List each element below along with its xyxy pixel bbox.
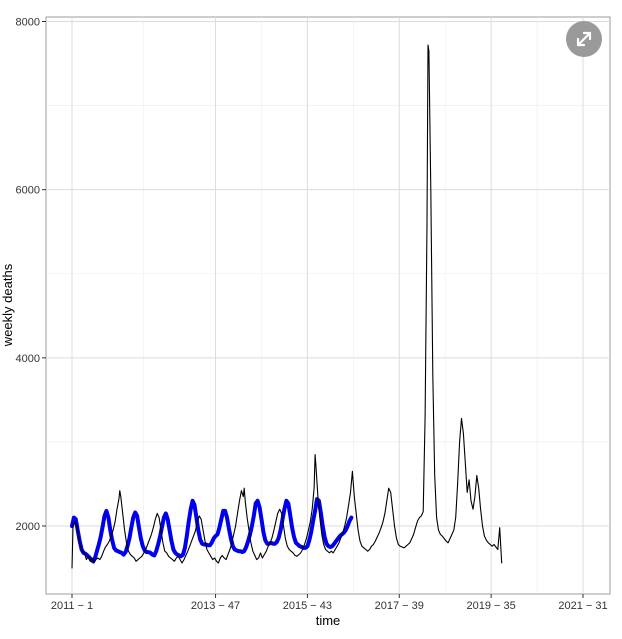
baseline-series-line [70,497,354,564]
y-tick-label: 8000 [16,17,40,29]
y-tick-label: 6000 [16,185,40,197]
x-axis-title: time [316,613,341,628]
y-tick-label: 4000 [16,353,40,365]
series-layer [70,44,503,569]
expand-arrows-icon [576,31,592,47]
grid [46,17,610,594]
y-axis-ticks: 2000 4000 6000 8000 [16,17,46,533]
x-tick-label: 2019 − 35 [467,600,516,612]
x-axis-ticks: 2011 − 1 2013 − 47 2015 − 43 2017 − 39 2019 … [51,594,608,612]
x-tick-label: 2011 − 1 [51,600,93,612]
plot-panel [45,16,611,595]
y-tick-label: 2000 [16,521,40,533]
expand-button[interactable] [566,21,602,57]
x-tick-label: 2021 − 31 [558,600,607,612]
x-tick-label: 2013 − 47 [191,600,240,612]
observed-series-line [71,44,503,569]
y-axis-title: weekly deaths [0,263,15,347]
x-tick-label: 2015 − 43 [283,600,332,612]
x-tick-label: 2017 − 39 [375,600,424,612]
